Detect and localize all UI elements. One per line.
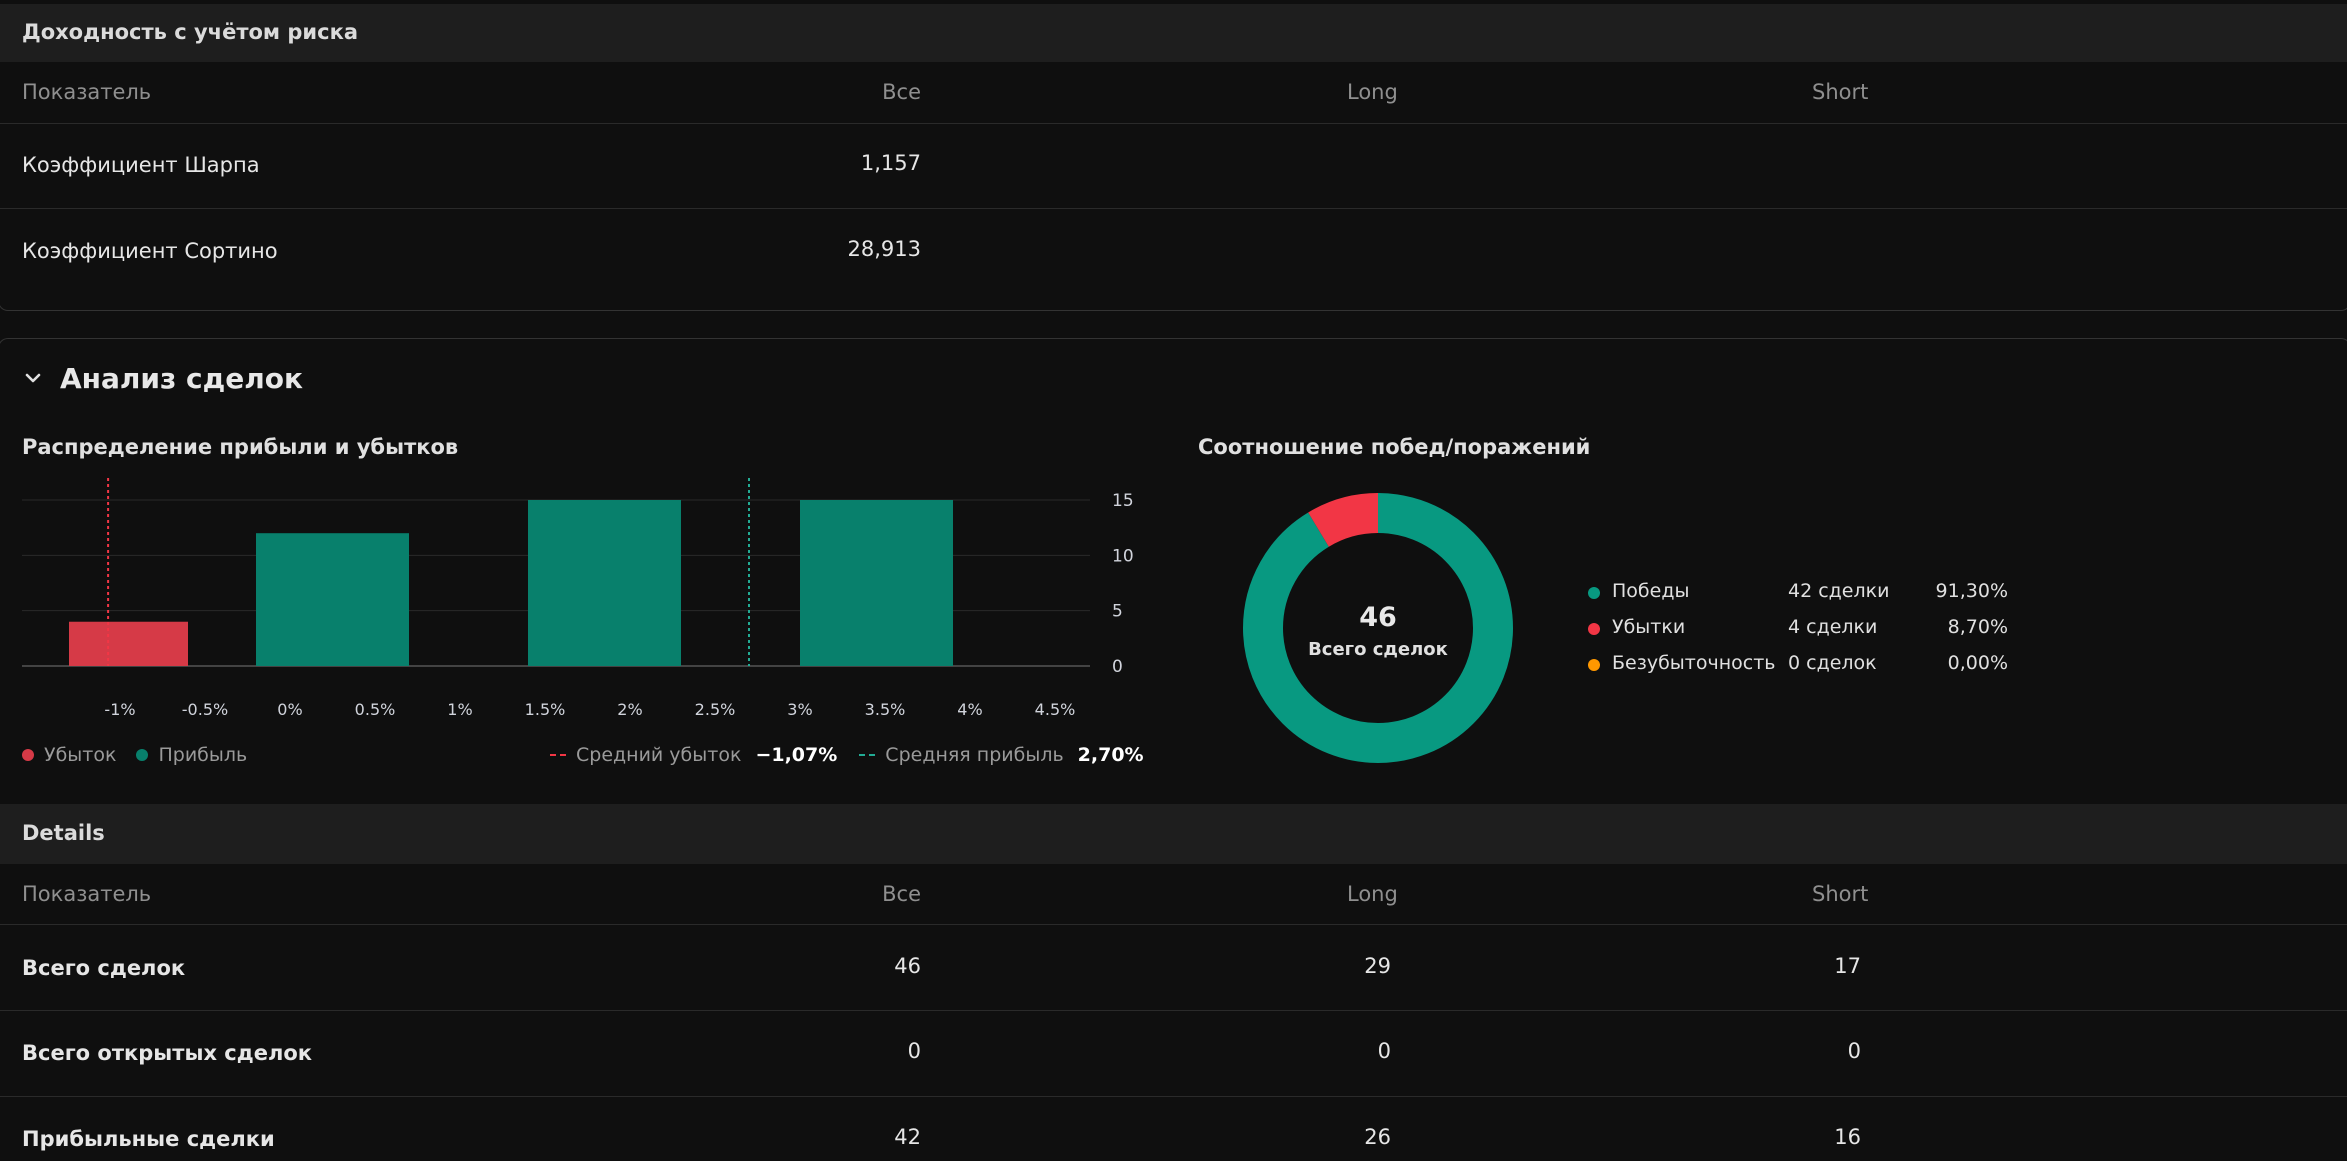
losses-count: 4 сделки — [1788, 616, 1878, 638]
x-tick-label: 3.5% — [865, 700, 906, 719]
details-row-open-long: 0 — [1377, 1039, 1391, 1063]
details-row-total-short: 17 — [1834, 954, 1861, 978]
details-col-all: Все — [882, 882, 921, 906]
chart-bars — [69, 500, 953, 666]
wins-pct: 91,30% — [1935, 580, 2008, 602]
x-tick-label: 1% — [447, 700, 472, 719]
avg-profit-value: 2,70% — [1077, 744, 1144, 766]
divider — [0, 123, 2347, 124]
loss-bar[interactable] — [69, 621, 188, 666]
breakeven-label: Безубыточность — [1612, 652, 1776, 674]
details-row-profitable-label: Прибыльные сделки — [22, 1127, 275, 1151]
dashed-line-profit-icon — [859, 754, 876, 756]
x-tick-label: 0% — [277, 700, 302, 719]
risk-section-title: Доходность с учётом риска — [22, 20, 359, 44]
profit-dot-icon — [136, 749, 149, 761]
distribution-legend: Убыток Прибыль — [22, 744, 247, 766]
wins-label: Победы — [1612, 580, 1690, 602]
risk-row-sortino-all: 28,913 — [847, 237, 921, 261]
divider — [0, 1096, 2347, 1097]
risk-panel-bottom-border — [0, 0, 2347, 311]
risk-col-all: Все — [882, 80, 921, 104]
avg-loss-label: Средний убыток — [576, 744, 742, 766]
x-axis-ticks: -1% -0.5% 0% 0.5% 1% 1.5% 2% 2.5% 3% 3.5% 4% 4.5% — [104, 700, 1075, 719]
x-tick-label: 4% — [957, 700, 982, 719]
details-row-total-long: 29 — [1364, 954, 1391, 978]
distribution-chart: 15 10 5 0 -1% -0.5% 0% 0.5% 1% 1.5% 2% 2.5% 3% 3.5% 4… — [22, 478, 1134, 719]
details-row-open-all: 0 — [907, 1039, 921, 1063]
donut-total-label: Всего сделок — [1308, 639, 1448, 660]
donut-segment[interactable] — [1243, 493, 1513, 763]
avg-loss-value: −1,07% — [755, 744, 838, 766]
analysis-collapse-toggle[interactable]: Анализ сделок — [22, 360, 303, 396]
divider — [0, 924, 2347, 925]
winloss-donut-chart: 46 Всего сделок — [1243, 493, 1513, 763]
risk-row-sharpe-label: Коэффициент Шарпа — [22, 153, 260, 177]
dashed-line-loss-icon — [550, 754, 566, 756]
x-tick-label: -0.5% — [182, 700, 228, 719]
x-tick-label: 2.5% — [695, 700, 736, 719]
x-tick-label: 2% — [617, 700, 642, 719]
breakeven-count: 0 сделок — [1788, 652, 1877, 674]
risk-row-sharpe-all: 1,157 — [860, 151, 921, 175]
details-row-open-short: 0 — [1847, 1039, 1861, 1063]
details-col-indicator: Показатель — [22, 882, 152, 906]
risk-section-header: Доходность с учётом риска — [0, 4, 2347, 62]
profit-bar[interactable] — [800, 500, 953, 666]
details-row-total-label: Всего сделок — [22, 956, 186, 980]
details-row-profitable-long: 26 — [1364, 1125, 1391, 1149]
y-tick-label: 15 — [1112, 491, 1134, 511]
details-row-profitable-all: 42 — [894, 1125, 921, 1149]
legend-row-breakeven[interactable]: Безубыточность 0 сделок 0,00% — [1588, 652, 2008, 688]
x-tick-label: 3% — [787, 700, 812, 719]
losses-dot-icon — [1588, 623, 1600, 635]
details-row-total-all: 46 — [894, 954, 921, 978]
y-tick-label: 5 — [1112, 602, 1123, 622]
profit-bar[interactable] — [528, 500, 681, 666]
risk-col-indicator: Показатель — [22, 80, 152, 104]
analysis-title: Анализ сделок — [60, 361, 304, 395]
x-tick-label: -1% — [104, 700, 135, 719]
average-legend: Средний убыток −1,07% Средняя прибыль 2,… — [550, 744, 1144, 766]
breakeven-pct: 0,00% — [1947, 652, 2008, 674]
legend-row-losses[interactable]: Убытки 4 сделки 8,70% — [1588, 616, 2008, 652]
x-tick-label: 1.5% — [525, 700, 566, 719]
donut-segments — [1243, 493, 1513, 763]
avg-profit-label: Средняя прибыль — [885, 744, 1064, 766]
y-tick-label: 10 — [1112, 546, 1134, 566]
distribution-title: Распределение прибыли и убытков — [22, 435, 459, 459]
x-tick-label: 4.5% — [1035, 700, 1076, 719]
losses-pct: 8,70% — [1947, 616, 2008, 638]
legend-profit[interactable]: Прибыль — [158, 744, 248, 766]
risk-col-short: Short — [1812, 80, 1869, 104]
risk-col-long: Long — [1347, 80, 1398, 104]
legend-loss[interactable]: Убыток — [44, 744, 117, 766]
details-row-profitable-short: 16 — [1834, 1125, 1861, 1149]
divider — [0, 208, 2347, 209]
breakeven-dot-icon — [1588, 659, 1600, 671]
details-section-title: Details — [22, 821, 105, 845]
loss-dot-icon — [22, 749, 34, 761]
chart-average-lines — [107, 478, 750, 666]
wins-dot-icon — [1588, 587, 1600, 599]
winloss-legend: Победы 42 сделки 91,30% Убытки 4 сделки … — [1588, 580, 2008, 688]
chevron-down-icon — [22, 367, 44, 389]
details-row-open-label: Всего открытых сделок — [22, 1041, 313, 1065]
legend-row-wins[interactable]: Победы 42 сделки 91,30% — [1588, 580, 2008, 616]
analysis-panel — [0, 338, 2347, 839]
y-axis-ticks: 15 10 5 0 — [1112, 491, 1134, 677]
wins-count: 42 сделки — [1788, 580, 1890, 602]
details-col-long: Long — [1347, 882, 1398, 906]
details-col-short: Short — [1812, 882, 1869, 906]
x-tick-label: 0.5% — [355, 700, 396, 719]
risk-row-sortino-label: Коэффициент Сортино — [22, 239, 278, 263]
donut-total: 46 — [1359, 602, 1397, 633]
winloss-title: Соотношение побед/поражений — [1198, 435, 1591, 459]
losses-label: Убытки — [1612, 616, 1686, 638]
profit-bar[interactable] — [256, 533, 409, 666]
details-section-header: Details — [0, 804, 2347, 864]
y-tick-label: 0 — [1112, 657, 1123, 677]
divider — [0, 1010, 2347, 1011]
